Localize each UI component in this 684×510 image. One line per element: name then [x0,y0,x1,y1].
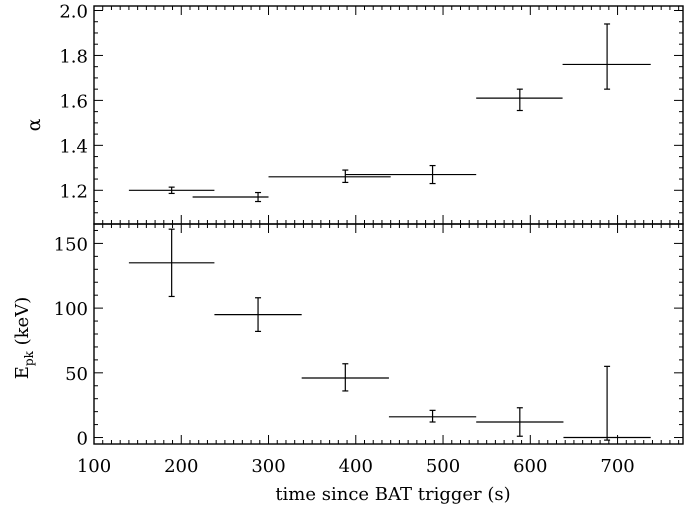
bottom-panel-epk: 0 50 100 150 100 200 300 400 500 600 700 [54,223,684,477]
x-tick-label: 600 [513,456,547,477]
plot-frame [93,223,684,445]
y-axis-label-bottom-unit: (keV) [12,297,33,351]
data-point [301,363,389,392]
data-point [388,409,477,423]
data-point [214,297,302,333]
y-tick-label: 1.2 [59,181,88,202]
y-tick-label: 1.6 [59,91,88,112]
plot-frame [93,5,684,225]
y-tick-label: 2.0 [59,1,88,22]
top-panel-alpha: 1.2 1.4 1.6 1.8 2.0 [59,1,684,225]
y-axis-label-bottom-sub: pk [22,350,36,366]
x-tick-label: 400 [339,456,373,477]
data-point [476,407,564,437]
x-tick-label: 100 [77,456,111,477]
data-point [476,88,563,112]
data-point [345,164,477,185]
x-tick-label: 500 [426,456,460,477]
x-axis-label: time since BAT trigger (s) [275,484,510,505]
y-tick-label: 50 [65,364,88,385]
data-point [192,191,269,203]
y-axis-label-bottom-main: E [12,366,33,379]
data-point [128,186,215,195]
y-tick-label: 1.4 [59,136,88,157]
x-tick-label: 700 [600,456,634,477]
y-axis-label-top: α [23,118,45,131]
x-tick-label: 200 [164,456,198,477]
data-point [268,169,391,184]
data-point [563,365,651,441]
x-tick-label: 300 [251,456,285,477]
data-point [128,228,215,298]
y-tick-label: 150 [54,234,88,255]
y-tick-label: 1.8 [59,46,88,67]
data-point [562,23,651,90]
y-axis-label-bottom: Epk (keV) [12,297,36,379]
y-tick-label: 100 [54,299,88,320]
y-tick-label: 0 [77,429,88,450]
